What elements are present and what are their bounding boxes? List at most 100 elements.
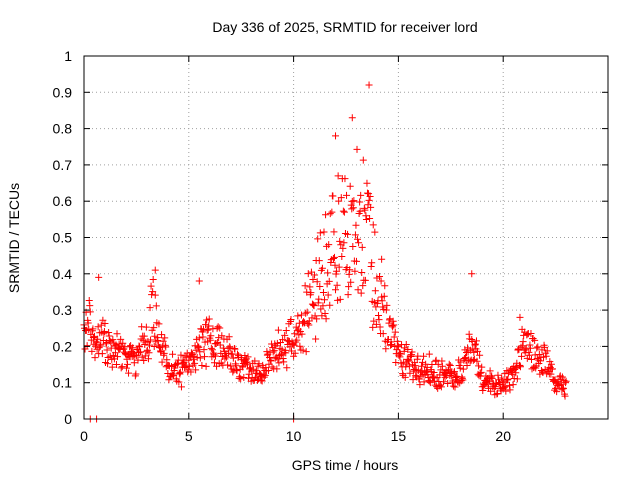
data-point bbox=[101, 320, 109, 328]
data-point bbox=[195, 343, 203, 351]
data-point bbox=[125, 369, 133, 377]
data-point bbox=[349, 204, 357, 212]
data-point bbox=[97, 341, 105, 349]
data-point bbox=[191, 359, 199, 367]
data-point bbox=[303, 308, 311, 316]
data-point bbox=[164, 361, 172, 369]
data-point bbox=[389, 323, 397, 331]
data-point bbox=[458, 373, 466, 381]
data-point bbox=[404, 346, 412, 354]
data-point bbox=[180, 358, 188, 366]
data-point bbox=[357, 191, 365, 199]
data-point bbox=[269, 348, 277, 356]
data-point bbox=[290, 341, 298, 349]
data-point bbox=[370, 298, 378, 306]
y-tick-label: 0.8 bbox=[53, 121, 73, 137]
data-point bbox=[376, 272, 384, 280]
data-point bbox=[547, 370, 555, 378]
data-point bbox=[230, 345, 238, 353]
data-point bbox=[400, 347, 408, 355]
data-point bbox=[392, 358, 400, 366]
data-point bbox=[205, 322, 213, 330]
data-point bbox=[158, 331, 166, 339]
data-point bbox=[88, 347, 96, 355]
data-point bbox=[177, 383, 185, 391]
data-point bbox=[332, 286, 340, 294]
data-point bbox=[280, 358, 288, 366]
data-point bbox=[322, 211, 330, 219]
data-point bbox=[345, 270, 353, 278]
data-point bbox=[382, 345, 390, 353]
data-point bbox=[432, 356, 440, 364]
data-point bbox=[445, 360, 453, 368]
data-point bbox=[313, 315, 321, 323]
data-point bbox=[325, 277, 333, 285]
data-point bbox=[106, 352, 114, 360]
data-point bbox=[502, 387, 510, 395]
data-point bbox=[500, 384, 508, 392]
data-point bbox=[147, 282, 155, 290]
data-point bbox=[449, 377, 457, 385]
data-point bbox=[558, 386, 566, 394]
data-point bbox=[498, 374, 506, 382]
data-point bbox=[330, 228, 338, 236]
data-point bbox=[361, 276, 369, 284]
data-point bbox=[552, 384, 560, 392]
data-point bbox=[308, 300, 316, 308]
data-point bbox=[310, 302, 318, 310]
data-point bbox=[473, 357, 481, 365]
data-point bbox=[408, 348, 416, 356]
data-point bbox=[420, 352, 428, 360]
data-point bbox=[112, 360, 120, 368]
data-point bbox=[257, 376, 265, 384]
data-point bbox=[366, 214, 374, 222]
data-point bbox=[344, 230, 352, 238]
data-point bbox=[273, 339, 281, 347]
data-point bbox=[311, 271, 319, 279]
data-point bbox=[505, 381, 513, 389]
data-point bbox=[240, 373, 248, 381]
data-point bbox=[149, 276, 157, 284]
data-point bbox=[207, 332, 215, 340]
data-point bbox=[117, 335, 125, 343]
data-point bbox=[362, 216, 370, 224]
data-point bbox=[305, 321, 313, 329]
data-point bbox=[283, 364, 291, 372]
data-point bbox=[519, 338, 527, 346]
data-point bbox=[382, 306, 390, 314]
data-point bbox=[159, 337, 167, 345]
data-point bbox=[318, 264, 326, 272]
data-point bbox=[299, 346, 307, 354]
data-point bbox=[324, 291, 332, 299]
y-axis-label: SRMTID / TECUs bbox=[6, 183, 22, 293]
data-point bbox=[374, 312, 382, 320]
data-point bbox=[314, 299, 322, 307]
data-point bbox=[212, 340, 220, 348]
data-point bbox=[438, 357, 446, 365]
data-point bbox=[207, 344, 215, 352]
data-point bbox=[203, 326, 211, 334]
data-point bbox=[185, 356, 193, 364]
data-point bbox=[559, 384, 567, 392]
data-point bbox=[97, 321, 105, 329]
data-point bbox=[229, 354, 237, 362]
data-point bbox=[215, 334, 223, 342]
data-point bbox=[393, 346, 401, 354]
data-point bbox=[478, 363, 486, 371]
data-point bbox=[135, 342, 143, 350]
data-point bbox=[258, 377, 266, 385]
data-point bbox=[459, 376, 467, 384]
data-point bbox=[146, 341, 153, 349]
data-point bbox=[356, 207, 364, 215]
data-point bbox=[388, 322, 396, 330]
data-point bbox=[346, 266, 354, 274]
data-point bbox=[321, 296, 329, 304]
data-point bbox=[541, 343, 549, 351]
data-point bbox=[131, 351, 139, 359]
data-point bbox=[84, 319, 92, 327]
data-point bbox=[306, 283, 314, 291]
data-point bbox=[493, 390, 501, 398]
data-point bbox=[449, 382, 457, 390]
data-point bbox=[257, 370, 265, 378]
